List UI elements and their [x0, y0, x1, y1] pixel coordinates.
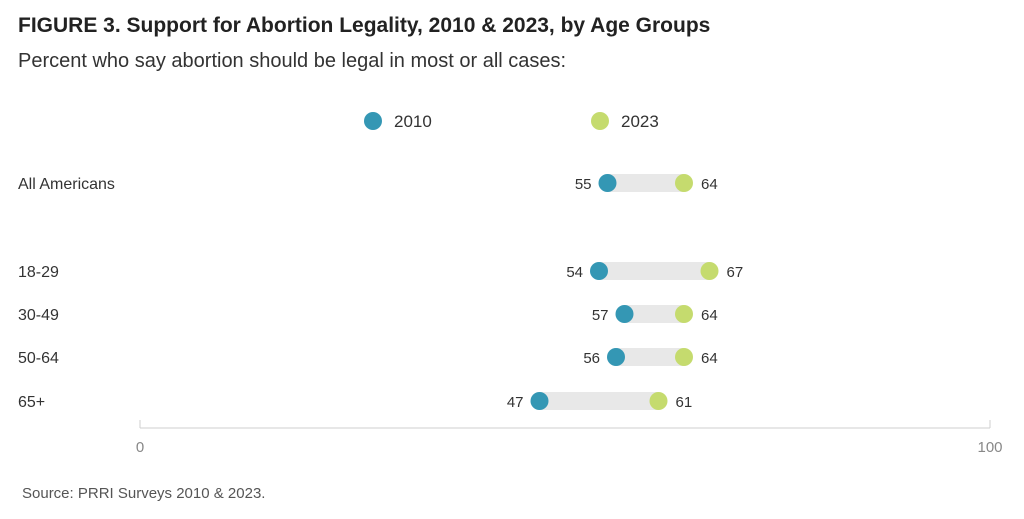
point-2010-18-29 [590, 262, 608, 280]
range-bar-30-49 [624, 305, 684, 323]
legend-label-2023: 2023 [621, 112, 659, 131]
value-label-2023-30-49: 64 [701, 307, 718, 324]
range-bar-65- [539, 392, 659, 410]
point-2023-18-29 [700, 262, 719, 280]
value-label-2023-all-americans: 64 [701, 176, 718, 193]
category-label-18-29: 18-29 [18, 264, 59, 281]
category-label-50-64: 50-64 [18, 350, 59, 367]
value-label-2010-65-: 47 [507, 394, 524, 411]
value-label-2023-18-29: 67 [727, 264, 744, 281]
value-label-2010-30-49: 57 [592, 307, 609, 324]
legend-label-2010: 2010 [394, 112, 432, 131]
chart-subtitle: Percent who say abortion should be legal… [18, 50, 567, 72]
point-2010-30-49 [615, 305, 634, 323]
chart-rows: All Americans 55 64 18-29 54 67 30-49 57 64 50-64… [18, 174, 743, 411]
legend: 2010 2023 [364, 112, 659, 131]
x-tick-label-100: 100 [977, 439, 1002, 456]
point-2023-50-64 [675, 348, 693, 366]
value-label-2023-50-64: 64 [701, 350, 718, 367]
range-bar-18-29 [599, 262, 710, 280]
category-label-all-americans: All Americans [18, 176, 115, 193]
legend-marker-2023 [591, 112, 609, 130]
chart-title: FIGURE 3. Support for Abortion Legality,… [18, 14, 711, 37]
source-note: Source: PRRI Surveys 2010 & 2023. [22, 485, 266, 502]
point-2010-50-64 [607, 348, 625, 366]
value-label-2010-50-64: 56 [583, 350, 600, 367]
category-label-65-: 65+ [18, 394, 45, 411]
range-bar-all-americans [607, 174, 684, 192]
value-label-2010-18-29: 54 [566, 264, 583, 281]
point-2010-65- [530, 392, 549, 410]
x-axis: 0 100 [136, 420, 1003, 456]
range-bar-50-64 [616, 348, 684, 366]
value-label-2023-65-: 61 [676, 394, 693, 411]
point-2023-65- [649, 392, 668, 410]
point-2023-30-49 [675, 305, 693, 323]
category-label-30-49: 30-49 [18, 307, 59, 324]
point-2023-all-americans [675, 174, 693, 192]
point-2010-all-americans [598, 174, 617, 192]
value-label-2010-all-americans: 55 [575, 176, 592, 193]
x-tick-label-0: 0 [136, 439, 144, 456]
legend-marker-2010 [364, 112, 382, 130]
